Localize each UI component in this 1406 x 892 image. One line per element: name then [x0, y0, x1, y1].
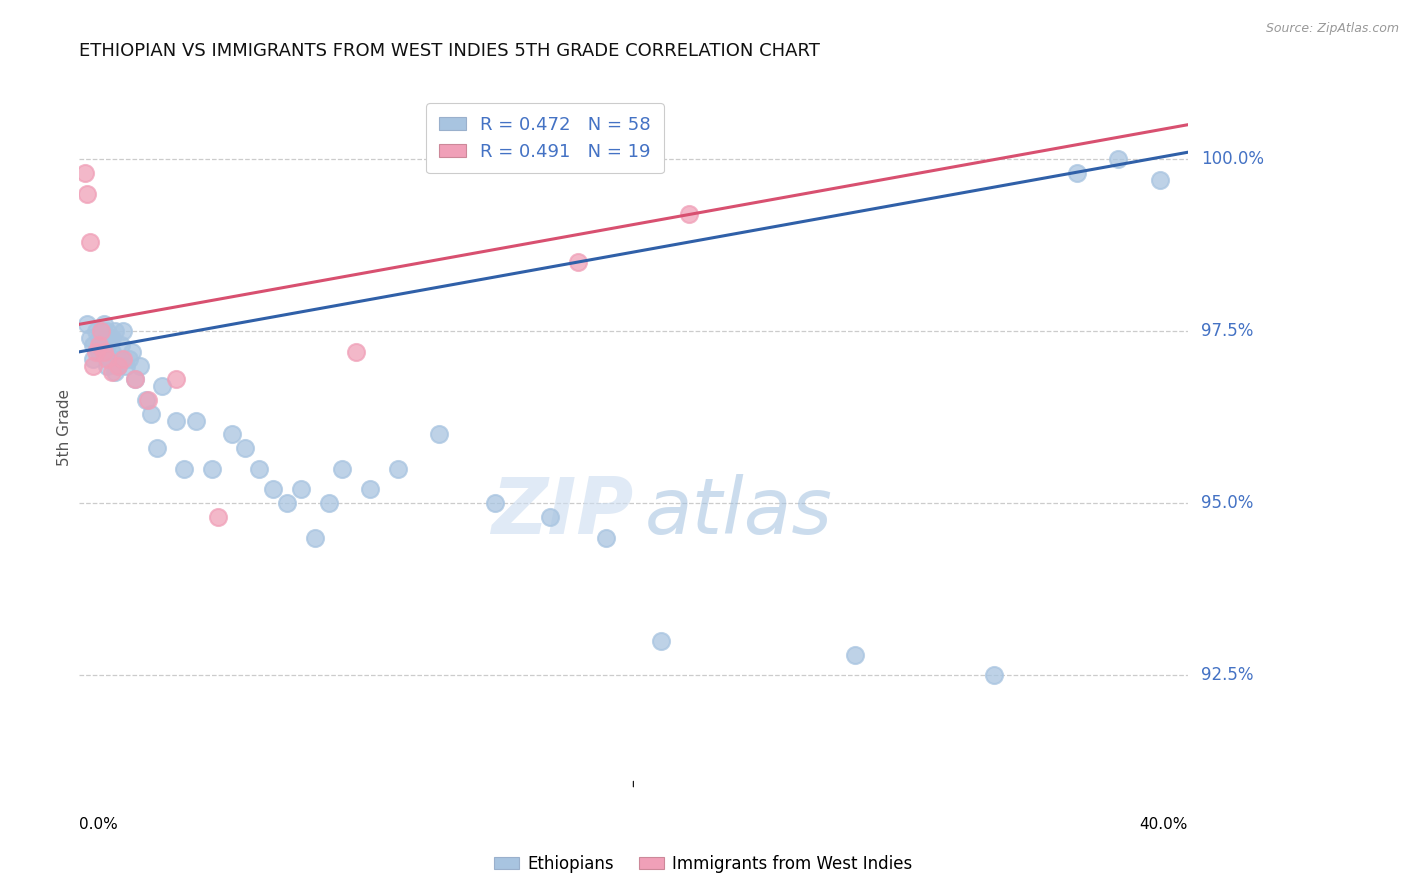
Point — [90, 324, 112, 338]
Point — [247, 462, 270, 476]
Point — [138, 392, 160, 407]
Point — [107, 359, 129, 373]
Point — [104, 366, 127, 380]
Text: 95.0%: 95.0% — [1202, 494, 1254, 512]
Point — [207, 510, 229, 524]
Point — [76, 318, 98, 332]
Point — [93, 344, 115, 359]
Point — [93, 318, 115, 332]
Point — [76, 186, 98, 201]
Point — [567, 255, 589, 269]
Text: ETHIOPIAN VS IMMIGRANTS FROM WEST INDIES 5TH GRADE CORRELATION CHART: ETHIOPIAN VS IMMIGRANTS FROM WEST INDIES… — [79, 42, 820, 60]
Text: Source: ZipAtlas.com: Source: ZipAtlas.com — [1265, 22, 1399, 36]
Point — [276, 496, 298, 510]
Point — [150, 379, 173, 393]
Point — [121, 344, 143, 359]
Point — [96, 338, 118, 352]
Point — [115, 359, 138, 373]
Point — [235, 441, 257, 455]
Point — [124, 372, 146, 386]
Legend: R = 0.472   N = 58, R = 0.491   N = 19: R = 0.472 N = 58, R = 0.491 N = 19 — [426, 103, 664, 173]
Point — [344, 344, 367, 359]
Point — [262, 483, 284, 497]
Point — [129, 359, 152, 373]
Text: 97.5%: 97.5% — [1202, 322, 1254, 340]
Point — [112, 351, 135, 366]
Point — [141, 407, 163, 421]
Point — [87, 338, 110, 352]
Point — [96, 359, 118, 373]
Point — [318, 496, 340, 510]
Point — [538, 510, 561, 524]
Point — [844, 648, 866, 662]
Point — [165, 414, 187, 428]
Point — [98, 331, 121, 345]
Text: ZIP: ZIP — [491, 474, 633, 549]
Point — [104, 324, 127, 338]
Point — [595, 531, 617, 545]
Point — [90, 324, 112, 338]
Point — [87, 331, 110, 345]
Point — [427, 427, 450, 442]
Point — [983, 668, 1005, 682]
Point — [650, 633, 672, 648]
Point — [110, 338, 132, 352]
Point — [82, 351, 104, 366]
Point — [387, 462, 409, 476]
Point — [101, 331, 124, 345]
Text: atlas: atlas — [644, 474, 832, 549]
Point — [165, 372, 187, 386]
Point — [84, 344, 107, 359]
Point — [101, 366, 124, 380]
Point — [96, 351, 118, 366]
Text: 0.0%: 0.0% — [79, 817, 118, 832]
Point — [135, 392, 157, 407]
Point — [90, 338, 112, 352]
Point — [484, 496, 506, 510]
Point — [107, 359, 129, 373]
Point — [221, 427, 243, 442]
Point — [110, 351, 132, 366]
Point — [79, 331, 101, 345]
Point — [332, 462, 354, 476]
Point — [290, 483, 312, 497]
Point — [82, 359, 104, 373]
Legend: Ethiopians, Immigrants from West Indies: Ethiopians, Immigrants from West Indies — [486, 848, 920, 880]
Point — [145, 441, 167, 455]
Point — [118, 351, 141, 366]
Point — [1149, 173, 1171, 187]
Y-axis label: 5th Grade: 5th Grade — [58, 389, 72, 466]
Point — [112, 324, 135, 338]
Point — [201, 462, 224, 476]
Point — [79, 235, 101, 249]
Point — [124, 372, 146, 386]
Point — [73, 166, 96, 180]
Text: 40.0%: 40.0% — [1139, 817, 1188, 832]
Text: 100.0%: 100.0% — [1202, 150, 1264, 169]
Point — [101, 344, 124, 359]
Text: 92.5%: 92.5% — [1202, 666, 1254, 684]
Point — [84, 324, 107, 338]
Point — [173, 462, 195, 476]
Point — [184, 414, 207, 428]
Point — [82, 338, 104, 352]
Point — [87, 344, 110, 359]
Point — [304, 531, 326, 545]
Point — [359, 483, 381, 497]
Point — [93, 344, 115, 359]
Point — [96, 324, 118, 338]
Point — [98, 351, 121, 366]
Point — [1066, 166, 1088, 180]
Point — [678, 207, 700, 221]
Point — [1107, 152, 1129, 166]
